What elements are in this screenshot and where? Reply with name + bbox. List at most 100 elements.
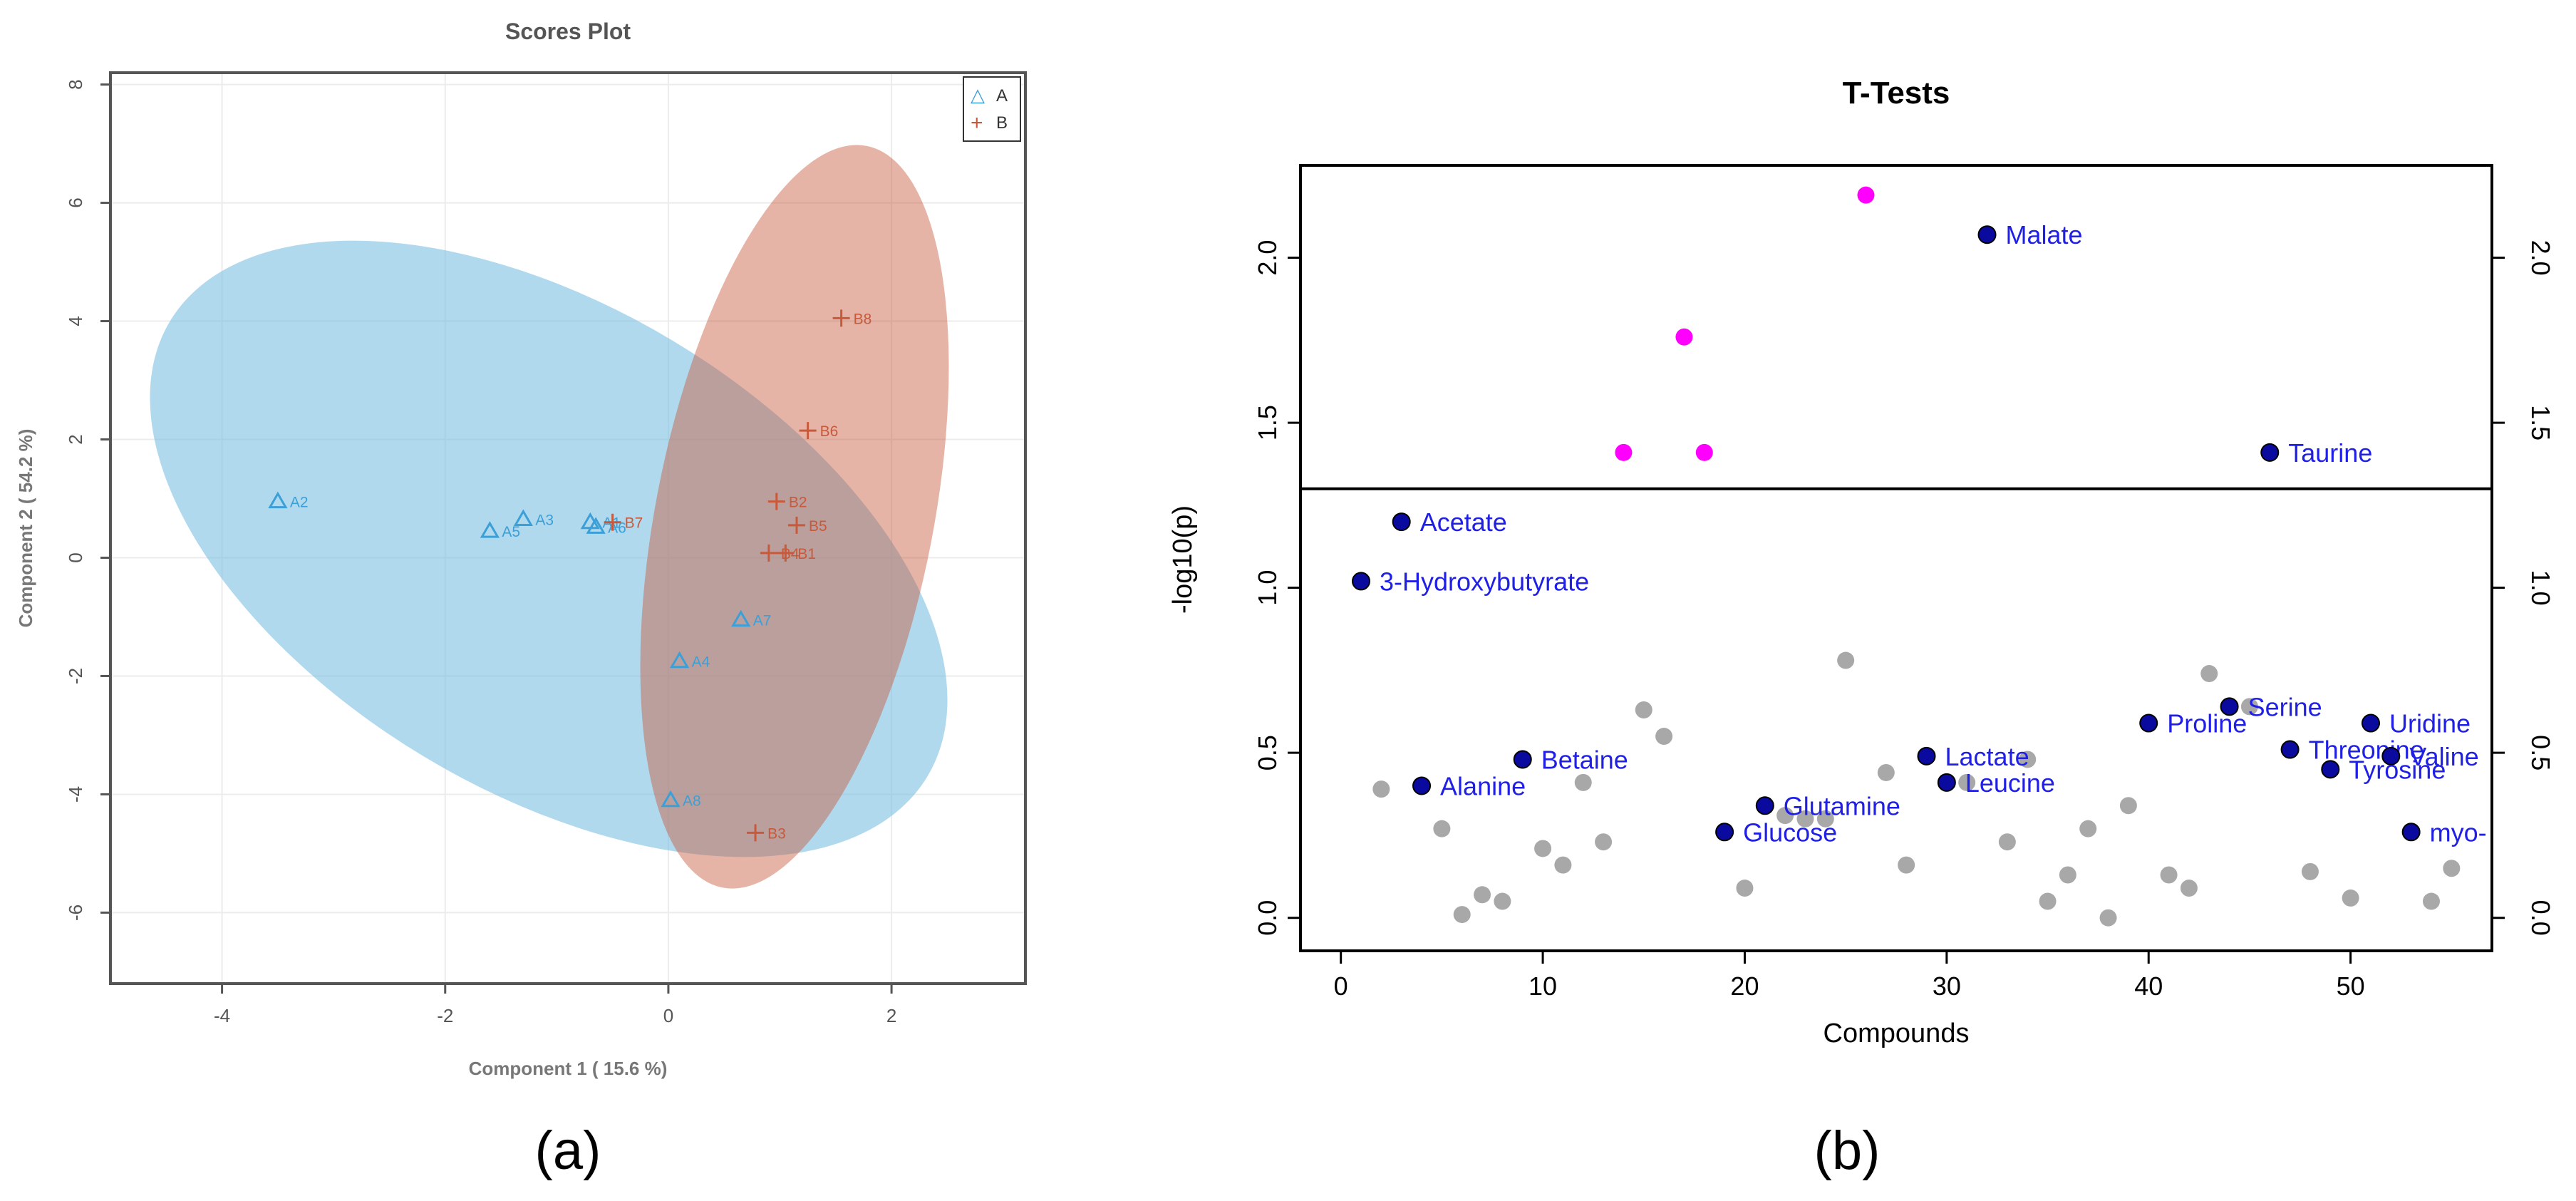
x-tick-label: 30 xyxy=(1933,971,1961,1001)
point-label: A2 xyxy=(290,495,309,511)
named-compound-point xyxy=(2361,713,2380,733)
compound-label: Acetate xyxy=(1420,507,1507,537)
y-tick-label-left: 1.0 xyxy=(1253,570,1282,606)
named-compound-point xyxy=(1977,225,1997,244)
compound-point xyxy=(1534,840,1552,857)
named-compound-point xyxy=(2381,746,2401,766)
compound-point xyxy=(1595,833,1613,851)
compound-point xyxy=(1877,763,1895,781)
point-group-b xyxy=(788,516,805,534)
named-compound-point xyxy=(2260,443,2280,462)
point-label: B2 xyxy=(789,495,807,511)
point-group-a xyxy=(268,491,288,509)
compound-point xyxy=(1474,886,1491,904)
y-tick-label-left: 0.0 xyxy=(1253,900,1282,936)
scores-plot-title: Scores Plot xyxy=(505,19,631,44)
legend-box xyxy=(963,76,1021,142)
t-tests-points: Malate Taurine Acetate 3-Hydroxybutyrate Ser… xyxy=(1352,186,2487,927)
compound-point xyxy=(2119,797,2137,815)
compound-label: 3-Hydroxybutyrate xyxy=(1380,567,1589,596)
named-compound-point xyxy=(1715,823,1734,842)
x-tick-label: 2 xyxy=(886,1005,896,1026)
point-label: A5 xyxy=(502,524,520,540)
ellipse-group-b xyxy=(640,145,949,889)
compound-label: Malate xyxy=(2006,220,2083,249)
point-group-a xyxy=(513,509,533,527)
point-group-a xyxy=(480,521,500,538)
compound-point xyxy=(1958,773,1976,791)
x-tick-label: 50 xyxy=(2337,971,2365,1001)
y-tick-label: 8 xyxy=(65,79,86,89)
t-tests-title: T-Tests xyxy=(1843,76,1950,110)
compound-point xyxy=(2099,909,2117,927)
point-group-b xyxy=(832,309,850,327)
highlighted-compound-point xyxy=(1695,443,1713,461)
compound-point xyxy=(1494,892,1511,910)
compound-label: Threonine xyxy=(2309,736,2424,765)
x-tick-label: 20 xyxy=(1730,971,1759,1001)
panel-label-a: (a) xyxy=(535,1120,601,1181)
y-tick-label: 6 xyxy=(65,197,86,207)
scores-plot-confidence-ellipses xyxy=(150,145,949,889)
t-tests-y-label: -log10(p) xyxy=(1168,505,1198,614)
y-tick-label: 0 xyxy=(65,552,86,562)
legend-symbol-b: + xyxy=(971,111,983,135)
point-group-b xyxy=(777,544,795,562)
point-label: B1 xyxy=(797,546,816,562)
scores-plot-legend: △ A + B xyxy=(963,76,1021,142)
point-label: B3 xyxy=(767,825,786,842)
x-tick-label: 0 xyxy=(663,1005,673,1026)
point-label: B8 xyxy=(854,311,872,327)
ellipse-group-a xyxy=(150,240,948,857)
named-compound-point xyxy=(2321,760,2340,779)
compound-point xyxy=(2180,880,2198,897)
compound-label: Taurine xyxy=(2288,438,2372,468)
x-tick-label: 40 xyxy=(2134,971,2163,1001)
compound-point xyxy=(1635,701,1652,718)
point-label: B5 xyxy=(809,518,827,535)
t-tests-axes: 0 10 20 30 40 50 0.0 0.0 0.5 0.5 1.0 1.0 1.5 1.5 2.0 2.… xyxy=(1253,240,2555,1001)
x-tick-label: -4 xyxy=(214,1005,230,1026)
point-label: B7 xyxy=(625,515,643,532)
x-tick-label: 10 xyxy=(1528,971,1557,1001)
named-compound-point xyxy=(1412,776,1432,795)
compound-point xyxy=(1736,880,1754,897)
y-tick-label-right: 0.5 xyxy=(2526,735,2555,770)
compound-label: Tyrosine xyxy=(2349,755,2446,784)
legend-label-a: A xyxy=(996,86,1008,105)
compound-point xyxy=(2039,892,2057,910)
named-compound-point xyxy=(1917,746,1936,766)
y-tick-label-right: 0.0 xyxy=(2526,900,2555,936)
compound-point xyxy=(2019,751,2037,768)
x-tick-label: 0 xyxy=(1334,971,1348,1001)
named-compound-point xyxy=(2280,740,2300,759)
point-label: A4 xyxy=(692,654,710,671)
compound-label: Serine xyxy=(2248,692,2322,721)
y-tick-label: -6 xyxy=(65,904,86,921)
compound-point xyxy=(2160,866,2178,884)
compound-point xyxy=(1898,856,1915,874)
compound-label: Leucine xyxy=(1965,768,2055,798)
scores-plot-y-label: Component 2 ( 54.2 %) xyxy=(15,429,36,628)
compound-point xyxy=(2059,866,2076,884)
named-compound-point xyxy=(2220,697,2239,716)
highlighted-compound-point xyxy=(1675,328,1693,346)
compound-point xyxy=(1655,728,1673,746)
compound-point xyxy=(1453,906,1471,924)
named-compound-point xyxy=(1392,512,1411,532)
y-tick-label: 2 xyxy=(65,434,86,444)
named-compound-point xyxy=(2401,823,2421,842)
compound-point xyxy=(1796,810,1814,828)
compound-point xyxy=(2342,889,2359,907)
point-label: A7 xyxy=(753,613,772,629)
point-group-b xyxy=(767,493,785,510)
compound-point xyxy=(1776,807,1794,825)
compound-point xyxy=(1372,780,1390,798)
point-group-b xyxy=(760,544,777,562)
compound-point xyxy=(2200,665,2218,683)
compound-label: Glutamine xyxy=(1784,791,1900,820)
compound-label: Alanine xyxy=(1440,771,1526,800)
named-compound-point xyxy=(1513,750,1532,769)
